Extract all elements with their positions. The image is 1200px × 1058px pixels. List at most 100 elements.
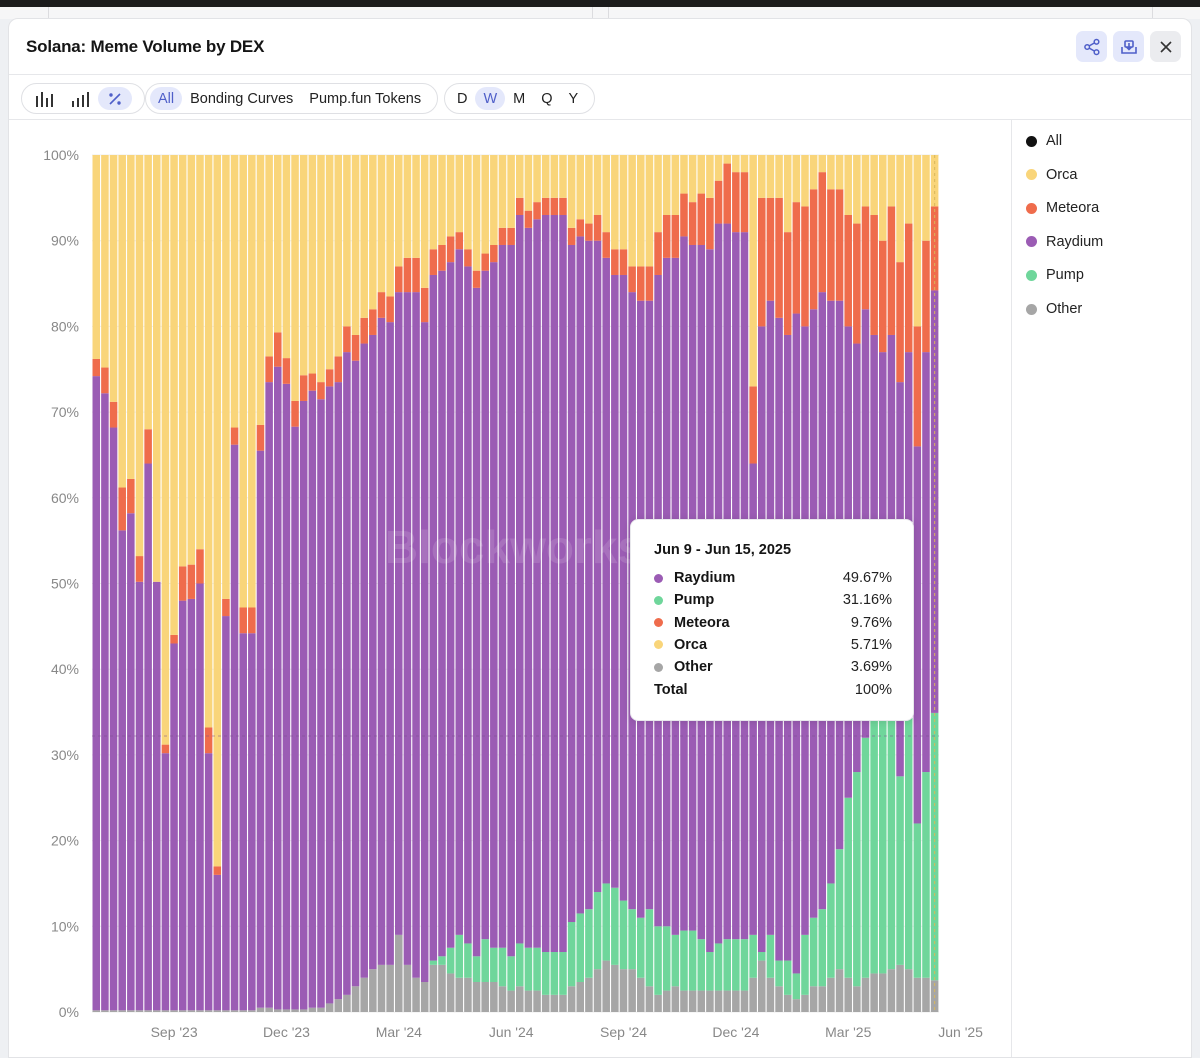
bar-segment-other[interactable] — [723, 990, 731, 1012]
bar-segment-orca[interactable] — [144, 155, 152, 430]
bar-segment-other[interactable] — [420, 982, 429, 1012]
bar-segment-pump[interactable] — [585, 909, 593, 978]
bar-segment-raydium[interactable] — [602, 257, 610, 884]
bar-segment-pump[interactable] — [913, 823, 922, 978]
bar-segment-other[interactable] — [274, 1009, 282, 1012]
bar-segment-other[interactable] — [213, 1010, 222, 1012]
bar-segment-meteora[interactable] — [844, 214, 852, 327]
bar-segment-other[interactable] — [516, 986, 524, 1012]
bar-segment-orca[interactable] — [541, 155, 550, 198]
bar-segment-meteora[interactable] — [265, 356, 273, 383]
percent-mode-button[interactable] — [98, 87, 132, 110]
bar-segment-raydium[interactable] — [178, 600, 187, 1011]
bar-segment-meteora[interactable] — [637, 266, 645, 301]
bar-segment-pump[interactable] — [775, 960, 783, 987]
bar-segment-raydium[interactable] — [256, 450, 265, 1008]
bar-segment-pump[interactable] — [645, 909, 654, 987]
bar-segment-orca[interactable] — [213, 155, 222, 867]
bar-segment-other[interactable] — [438, 964, 446, 1012]
bar-segment-meteora[interactable] — [369, 309, 377, 335]
bar-segment-pump[interactable] — [429, 960, 438, 965]
bar-segment-meteora[interactable] — [758, 197, 766, 327]
bar-segment-other[interactable] — [827, 977, 835, 1012]
bar-segment-pump[interactable] — [809, 917, 818, 987]
bar-segment-raydium[interactable] — [922, 352, 930, 773]
bar-segment-raydium[interactable] — [369, 334, 377, 970]
bar-segment-other[interactable] — [559, 994, 567, 1012]
bar-segment-pump[interactable] — [688, 930, 697, 991]
bar-segment-pump[interactable] — [498, 947, 507, 987]
bar-segment-meteora[interactable] — [792, 202, 801, 314]
bar-segment-meteora[interactable] — [204, 727, 213, 754]
bar-segment-other[interactable] — [481, 982, 489, 1012]
bar-segment-other[interactable] — [550, 994, 559, 1012]
bar-segment-pump[interactable] — [749, 934, 757, 978]
bar-segment-meteora[interactable] — [783, 232, 792, 335]
bar-segment-meteora[interactable] — [127, 478, 135, 514]
bar-segment-orca[interactable] — [749, 155, 757, 387]
bar-segment-orca[interactable] — [844, 155, 852, 215]
bar-segment-other[interactable] — [611, 964, 619, 1012]
stacked-bar-mode-button[interactable] — [62, 87, 98, 110]
bar-segment-pump[interactable] — [481, 939, 489, 982]
bar-segment-pump[interactable] — [507, 956, 515, 991]
bar-segment-other[interactable] — [446, 973, 455, 1012]
bar-segment-raydium[interactable] — [299, 400, 308, 1010]
bar-segment-other[interactable] — [455, 977, 464, 1012]
bar-segment-other[interactable] — [403, 964, 412, 1012]
bar-segment-meteora[interactable] — [585, 223, 593, 241]
bar-segment-meteora[interactable] — [818, 172, 827, 293]
bar-segment-raydium[interactable] — [412, 292, 420, 978]
bar-segment-other[interactable] — [619, 969, 628, 1012]
bar-segment-other[interactable] — [680, 990, 688, 1012]
bar-segment-raydium[interactable] — [351, 360, 360, 987]
bar-segment-meteora[interactable] — [775, 197, 783, 318]
bar-segment-other[interactable] — [861, 977, 870, 1012]
bar-segment-other[interactable] — [809, 986, 818, 1012]
bar-segment-other[interactable] — [265, 1007, 273, 1012]
bar-segment-other[interactable] — [429, 964, 438, 1012]
bar-segment-raydium[interactable] — [533, 219, 541, 948]
bar-segment-raydium[interactable] — [135, 581, 144, 1011]
bar-segment-pump[interactable] — [801, 934, 809, 995]
bar-segment-other[interactable] — [101, 1010, 109, 1012]
bar-segment-other[interactable] — [464, 977, 472, 1012]
bar-segment-pump[interactable] — [706, 952, 714, 991]
legend-item-orca[interactable]: Orca — [1026, 165, 1077, 185]
bar-segment-orca[interactable] — [706, 155, 714, 198]
bar-segment-raydium[interactable] — [507, 244, 515, 957]
bar-segment-raydium[interactable] — [446, 262, 455, 948]
bar-segment-meteora[interactable] — [239, 607, 247, 634]
bar-segment-meteora[interactable] — [455, 232, 464, 250]
bar-segment-raydium[interactable] — [204, 753, 213, 1011]
bar-segment-other[interactable] — [637, 977, 645, 1012]
bar-segment-meteora[interactable] — [299, 375, 308, 401]
bar-segment-orca[interactable] — [222, 155, 230, 599]
bar-segment-meteora[interactable] — [498, 227, 507, 245]
bar-segment-orca[interactable] — [127, 155, 135, 479]
bar-segment-orca[interactable] — [853, 155, 861, 224]
bar-segment-pump[interactable] — [853, 772, 861, 987]
bar-segment-meteora[interactable] — [472, 270, 481, 288]
bar-segment-pump[interactable] — [662, 926, 671, 991]
bar-segment-other[interactable] — [818, 986, 827, 1012]
bar-segment-other[interactable] — [904, 969, 913, 1012]
bar-segment-meteora[interactable] — [256, 424, 265, 451]
bar-segment-pump[interactable] — [792, 973, 801, 1000]
bar-segment-raydium[interactable] — [913, 446, 922, 824]
bar-segment-pump[interactable] — [567, 922, 576, 987]
bar-segment-orca[interactable] — [265, 155, 273, 357]
bar-segment-meteora[interactable] — [904, 223, 913, 353]
bar-segment-other[interactable] — [360, 977, 368, 1012]
bar-segment-other[interactable] — [706, 990, 714, 1012]
bar-segment-orca[interactable] — [282, 155, 291, 359]
bar-segment-meteora[interactable] — [930, 206, 939, 291]
bar-segment-meteora[interactable] — [688, 202, 697, 245]
bar-segment-pump[interactable] — [611, 887, 619, 965]
bar-segment-other[interactable] — [749, 977, 757, 1012]
bar-segment-meteora[interactable] — [524, 210, 533, 228]
bar-segment-meteora[interactable] — [662, 214, 671, 258]
bar-segment-orca[interactable] — [766, 155, 775, 198]
legend-item-meteora[interactable]: Meteora — [1026, 198, 1099, 218]
download-button[interactable] — [1113, 31, 1144, 62]
